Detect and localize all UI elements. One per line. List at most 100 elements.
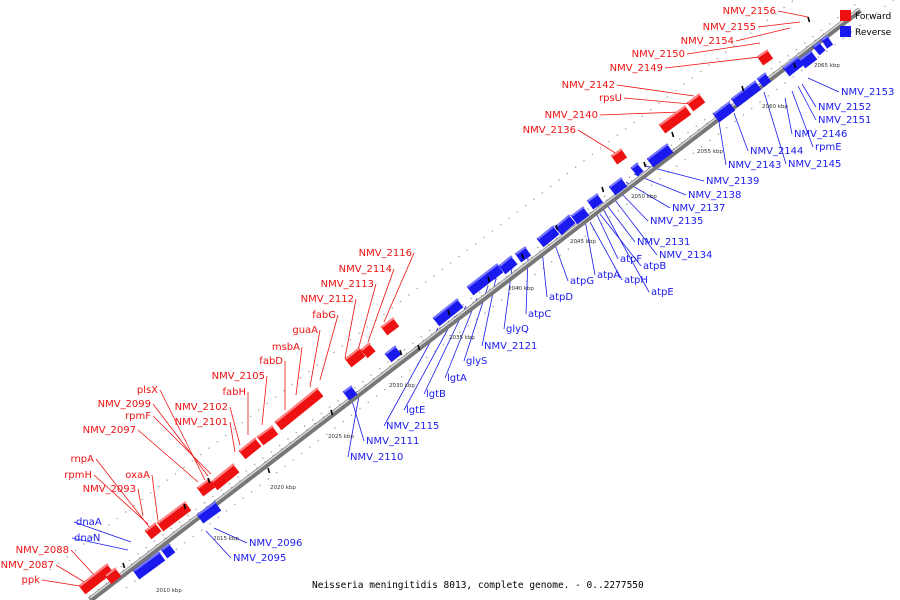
forward-gene-label: NMV_2155	[703, 22, 756, 33]
forward-gene	[658, 105, 692, 134]
reverse-leader-line	[347, 389, 361, 458]
reverse-leader-line	[403, 315, 456, 411]
reverse-gene-label: NMV_2153	[841, 87, 894, 98]
reverse-gene	[514, 246, 532, 263]
reverse-leader-line	[205, 530, 232, 559]
forward-gene-highlight	[381, 317, 395, 328]
genome-caption: Neisseria meningitidis 8013, complete ge…	[312, 580, 644, 591]
feature-mark	[521, 253, 525, 260]
forward-leader-line	[383, 252, 415, 323]
reverse-gene-label: NMV_2138	[688, 190, 741, 201]
reverse-gene-label: atpH	[624, 275, 648, 286]
reverse-gene-highlight	[821, 35, 829, 41]
reverse-leader-line	[733, 112, 749, 152]
forward-leader-line	[616, 84, 695, 97]
forward-gene-label: rnpA	[71, 454, 95, 465]
scale-tick-label: 2020 kbp	[270, 485, 296, 491]
legend: Forward Reverse	[840, 10, 892, 38]
reverse-leader-line	[807, 77, 840, 93]
reverse-gene-label: NMV_2115	[386, 421, 439, 432]
forward-leader-line	[137, 429, 199, 483]
reverse-gene	[782, 56, 804, 77]
reverse-gene-highlight	[609, 177, 623, 188]
reverse-gene-label: NMV_2146	[794, 129, 847, 140]
reverse-gene-label: lgtE	[406, 405, 425, 416]
reverse-gene	[498, 255, 518, 275]
forward-gene	[196, 478, 216, 497]
forward-leader-line	[55, 564, 87, 584]
forward-gene-highlight	[687, 93, 701, 104]
reverse-gene-label: NMV_2134	[659, 250, 712, 261]
scale-tick-label: 2045 kbp	[570, 239, 596, 245]
forward-gene	[256, 425, 279, 446]
scale-tick-label: 2010 kbp	[156, 588, 182, 594]
forward-gene-label: rpmF	[125, 411, 151, 422]
feature-mark	[741, 85, 745, 92]
forward-leader-line	[295, 346, 303, 396]
forward-gene	[360, 342, 376, 359]
forward-gene-highlight	[239, 437, 257, 452]
forward-gene-highlight	[79, 563, 109, 587]
forward-leader-line	[229, 421, 236, 453]
reverse-gene-highlight	[631, 162, 639, 169]
feature-mark	[807, 16, 811, 23]
reverse-gene-highlight	[161, 543, 171, 551]
forward-gene-label: NMV_2113	[321, 279, 374, 290]
reverse-gene-label: atpG	[570, 276, 594, 287]
scale-tick-label: 2025 kbp	[328, 434, 354, 440]
forward-gene-label: NMV_2097	[83, 425, 136, 436]
forward-leader-line	[309, 329, 321, 388]
reverse-gene-label: NMV_2152	[818, 102, 871, 113]
reverse-gene-label: NMV_2095	[233, 553, 286, 564]
reverse-gene-highlight	[499, 255, 513, 267]
forward-gene-label: NMV_2136	[523, 125, 576, 136]
scale-tick-label: 2040 kbp	[508, 286, 534, 292]
forward-leader-line	[577, 129, 618, 155]
reverse-gene	[646, 143, 674, 168]
forward-gene-highlight	[345, 347, 361, 360]
forward-gene-highlight	[757, 49, 769, 58]
reverse-gene-highlight	[385, 345, 397, 355]
guide-line	[49, 0, 795, 571]
reverse-gene	[812, 41, 826, 56]
feature-mark	[417, 344, 421, 351]
reverse-leader-line	[763, 91, 787, 165]
reverse-gene-label: NMV_2143	[728, 160, 781, 171]
reverse-leader-line	[784, 97, 793, 135]
reverse-gene	[586, 193, 604, 210]
forward-leader-line	[137, 488, 144, 517]
reverse-gene	[570, 206, 590, 225]
reverse-gene-label: glyS	[466, 356, 487, 367]
reverse-gene-highlight	[555, 214, 571, 228]
scale-tick-label: 2050 kbp	[631, 194, 657, 200]
forward-gene-label: fabD	[259, 356, 283, 367]
forward-leader-line	[229, 406, 241, 446]
reverse-gene	[466, 263, 504, 296]
forward-gene	[344, 347, 366, 368]
scale-tick-label: 2055 kbp	[697, 149, 723, 155]
reverse-gene-label: lgtB	[426, 389, 446, 400]
forward-gene-label: NMV_2087	[1, 560, 54, 571]
reverse-gene-label: lgtA	[447, 373, 467, 384]
reverse-gene	[730, 80, 762, 108]
reverse-gene-label: NMV_2137	[672, 203, 725, 214]
reverse-gene-highlight	[343, 385, 353, 393]
reverse-leader-line	[614, 199, 658, 256]
forward-leader-line	[152, 403, 209, 477]
reverse-gene-label: glyQ	[506, 324, 529, 335]
feature-mark	[183, 503, 187, 510]
reverse-gene-highlight	[197, 501, 217, 516]
reverse-leader-line	[213, 527, 248, 544]
feature-mark	[447, 309, 451, 316]
forward-gene	[210, 463, 240, 491]
forward-gene-label: ppk	[22, 575, 41, 586]
forward-gene-label: NMV_2116	[359, 248, 412, 259]
forward-gene-highlight	[211, 463, 235, 483]
forward-gene	[104, 567, 122, 585]
forward-gene-label: NMV_2099	[98, 399, 151, 410]
forward-gene-label: NMV_2149	[610, 63, 663, 74]
reverse-gene-highlight	[133, 551, 161, 572]
feature-mark	[487, 276, 491, 283]
forward-gene-label: NMV_2142	[562, 80, 615, 91]
forward-leader-line	[261, 375, 268, 426]
